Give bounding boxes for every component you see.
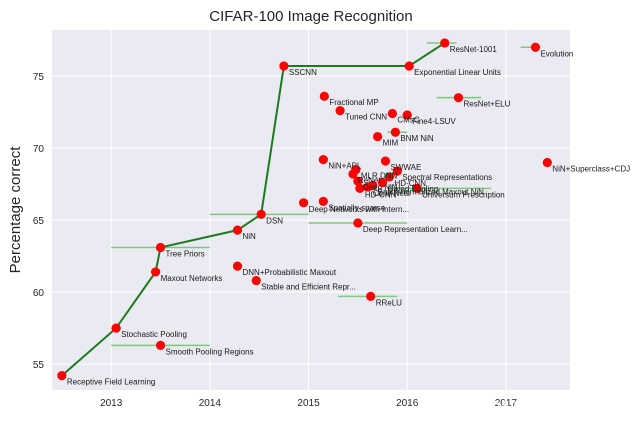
y-tick-labels: 55 60 65 70 75 [33,72,45,371]
point-label: HD-CNN [394,179,426,188]
point-label: Spectral Representations [402,173,492,182]
point-label: Deep Networks with Intern... [309,205,409,214]
data-point [373,131,383,142]
point-label: NiN+Superclass+CDJ [552,164,630,173]
point-label: Batch-normalized Maxout NiN [378,188,484,197]
point-label: Receptive Field Learning [67,378,156,387]
data-point [155,340,166,350]
data-point [363,182,373,192]
point-label: MLR DNN [361,172,398,181]
point-label: DNN+Probabilistic Maxout [242,268,336,277]
data-point [404,61,414,71]
point-label: HD-CNN [365,190,397,199]
point-label: Fractional MP [329,98,378,107]
data-point [387,108,397,119]
data-points [57,38,552,381]
point-label: NiN+APL [328,162,362,171]
data-point [377,178,388,188]
data-point [232,261,243,271]
point-label: MIM [383,139,399,148]
data-point [453,93,464,103]
point-label: Tree Priors [166,249,205,258]
point-label: Fine4-LSUV [412,117,456,126]
point-label: RReLU [376,298,402,307]
data-point [155,242,166,253]
y-tick-label: 60 [33,288,45,299]
point-labels: Receptive Field Learning Stochastic Pooli… [67,45,630,387]
data-point [355,183,365,193]
point-label: Maxout Networks [161,274,223,283]
x-tick-labels: 2013 2014 2015 2016 2017 [100,398,517,409]
data-point [440,38,450,48]
data-point [279,61,289,71]
point-label: DSN [266,216,283,225]
data-point [353,218,363,228]
point-label: ResNet+ELU [464,100,511,109]
data-point [530,42,541,52]
data-point [335,106,345,116]
y-tick-label: 75 [33,72,45,83]
plot-background [52,30,570,390]
data-point [318,155,328,165]
point-label: BNM NiN [400,134,434,143]
point-label: Exponential Linear Units [414,68,501,77]
point-label: Tuned CNN [345,113,387,122]
point-label: Gated Pooling [388,185,439,194]
data-point [412,183,422,193]
data-point [353,176,363,186]
y-tick-label: 70 [33,144,45,155]
data-point [542,157,552,168]
data-point [390,127,400,137]
point-label: ResNet-1001 [450,45,498,54]
data-point [319,91,329,101]
data-point [299,198,309,208]
x-tick-label: 2013 [100,398,123,409]
data-point [384,172,395,182]
data-point [392,166,402,176]
point-label: Spatially-sparse [328,203,385,212]
x-tick-label: 2014 [199,398,222,409]
data-point [232,225,243,235]
point-label: Stable and Efficient Repr... [261,283,356,292]
point-label: Smooth Pooling Regions [166,347,254,356]
data-point [111,323,121,333]
point-label: Evolution [540,49,573,58]
y-tick-label: 65 [33,216,45,227]
point-label: SWWAE [390,163,421,172]
point-label: CMsC [397,116,419,125]
y-tick-label: 55 [33,360,45,371]
watermark: 云栖社区 yq.aliyun.com [462,400,628,418]
data-point [366,291,376,301]
data-point [256,209,266,219]
point-label: NiN [242,232,256,241]
point-label: Stochastic Pooling [121,330,187,339]
data-point [380,156,391,166]
data-point [348,169,358,179]
chart-title: CIFAR-100 Image Recognition [209,8,412,25]
point-label: SSCNN [289,68,317,77]
data-point [151,267,161,277]
point-label: Deep NiN [363,183,398,192]
x-tick-label: 2016 [396,398,419,409]
point-label: Conv Nets [373,189,410,198]
data-point [318,196,328,206]
grid [52,30,570,390]
data-point [57,371,67,381]
x-tick-label: 2017 [495,398,518,409]
point-label: ReNet [358,176,381,185]
data-point [251,275,261,286]
data-point [402,110,412,120]
y-axis-label: Percentage correct [7,146,24,274]
point-label: Universum Prescription [422,190,505,199]
x-tick-label: 2015 [297,398,320,409]
point-label: Deep Representation Learn... [363,225,468,234]
